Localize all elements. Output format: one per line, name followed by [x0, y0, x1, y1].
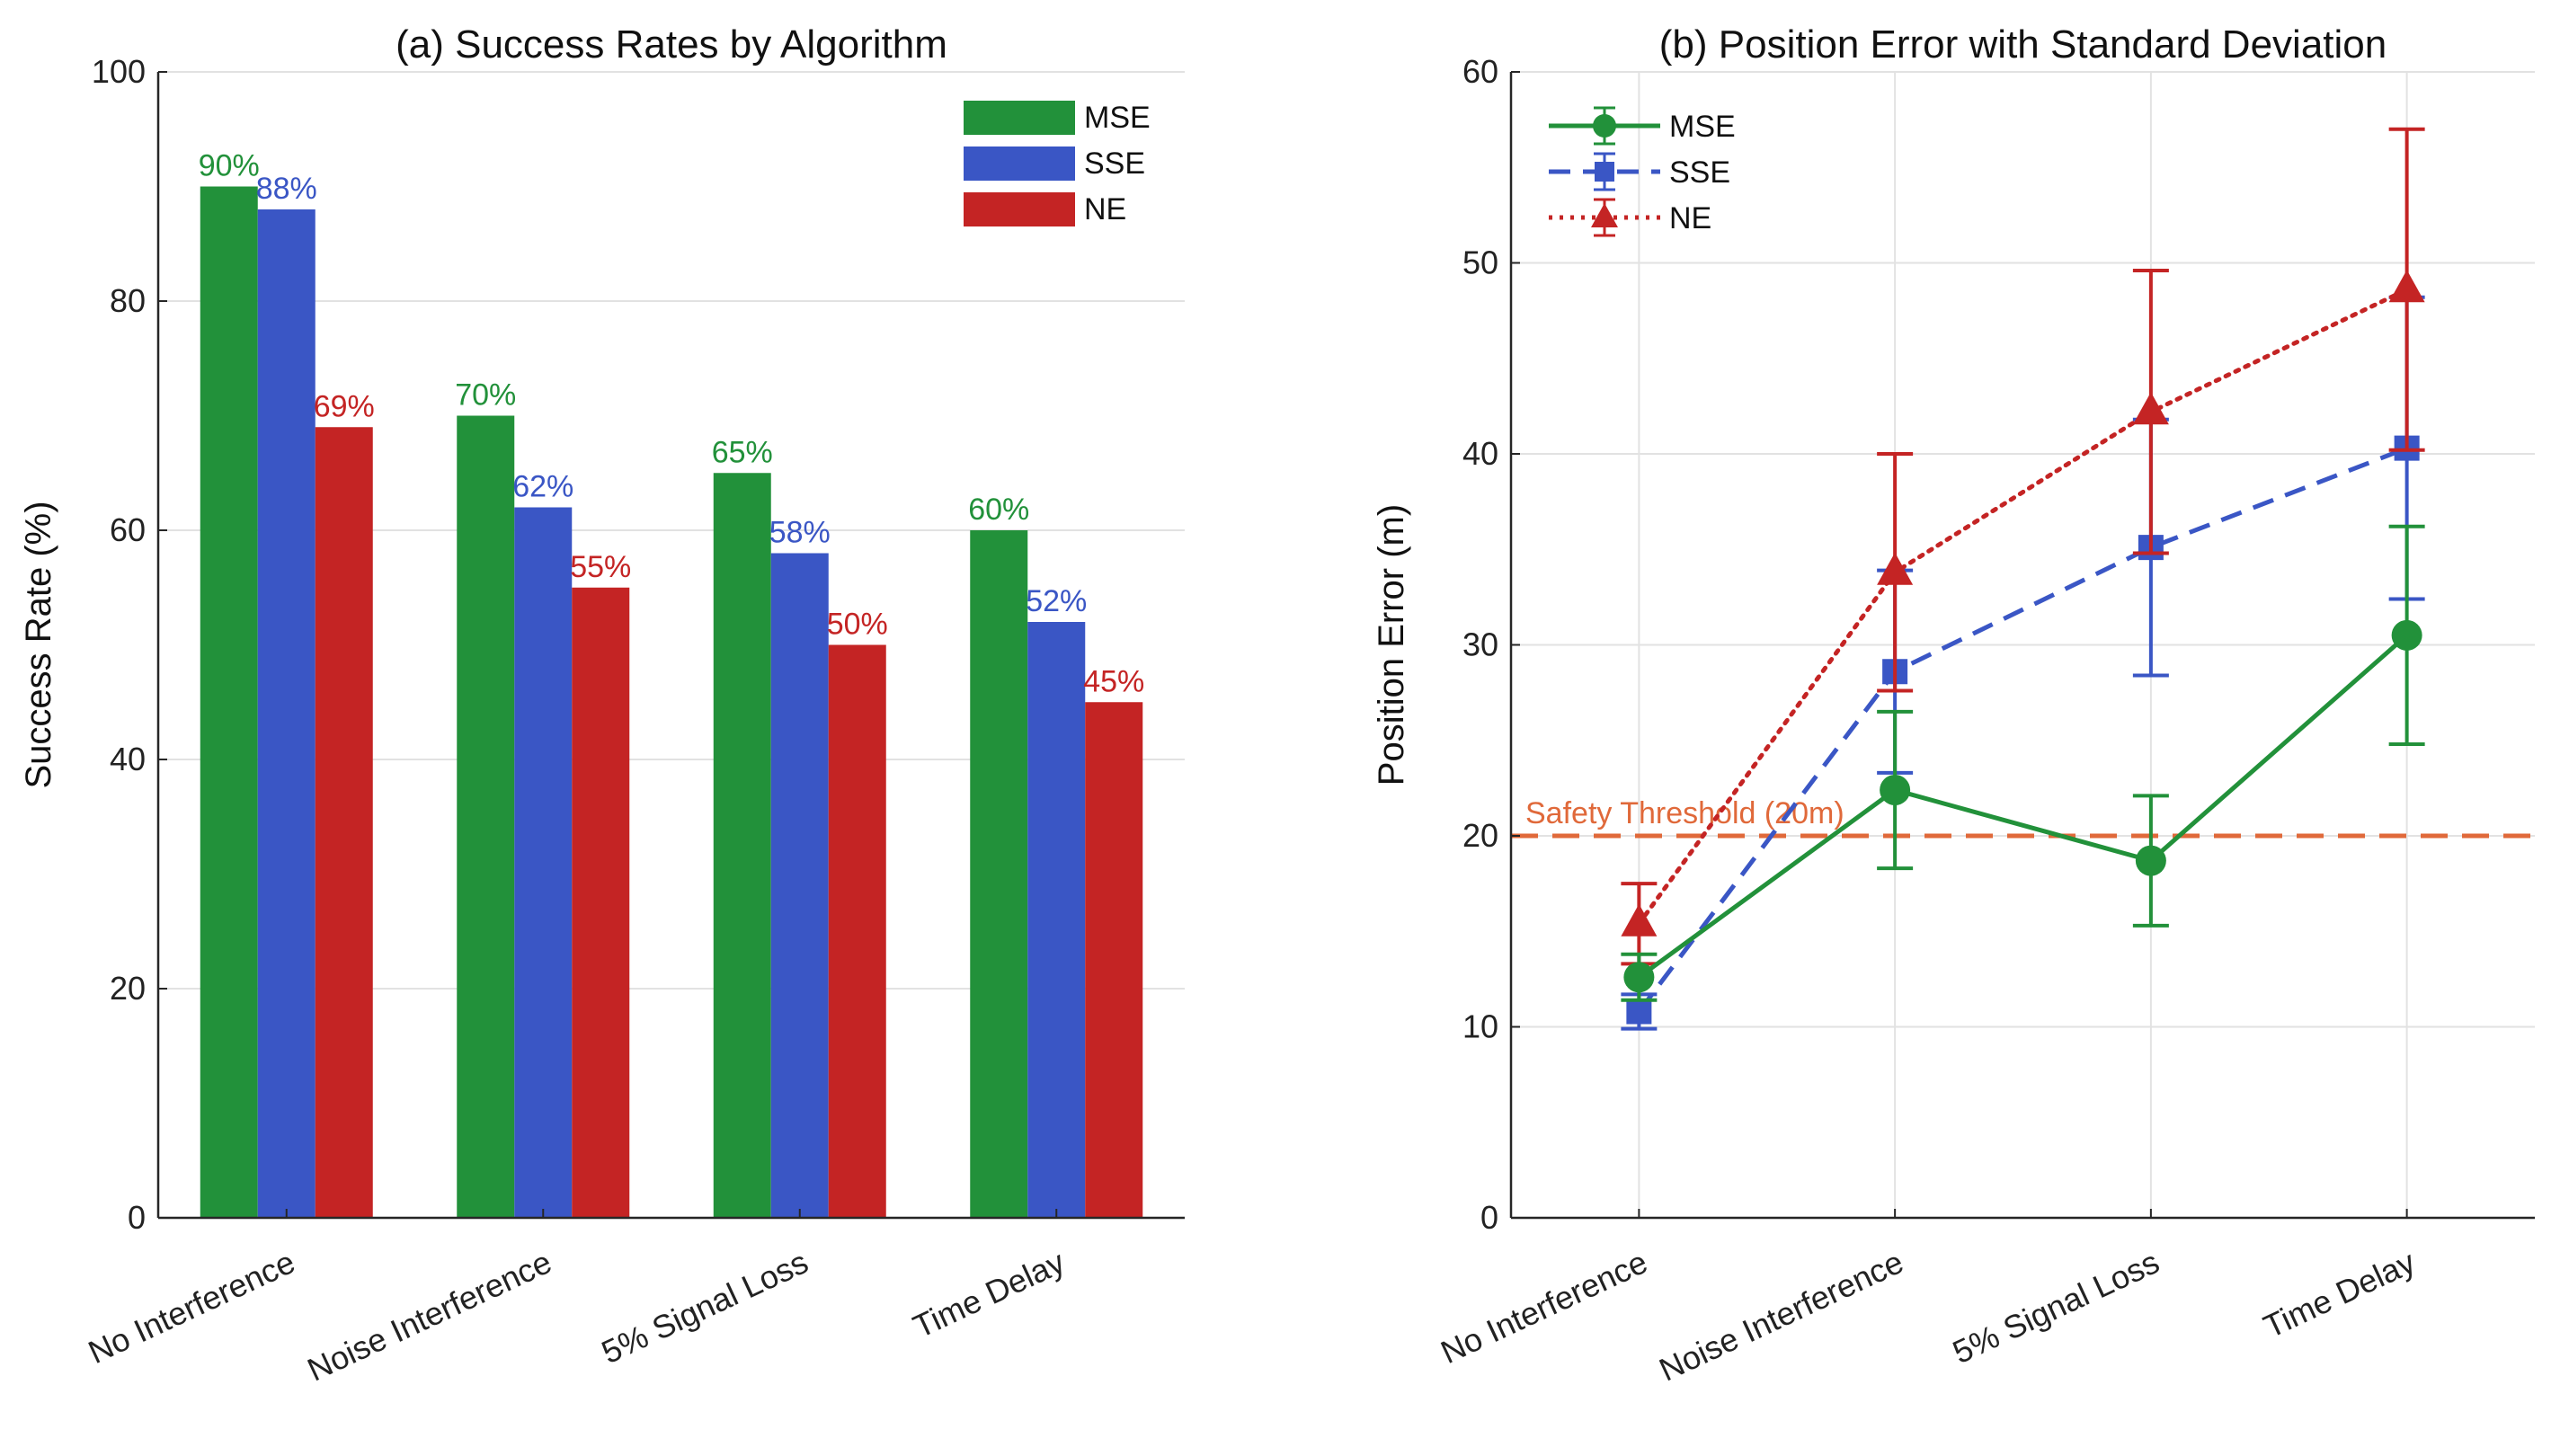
bar-mse: [200, 186, 258, 1218]
legend-label: NE: [1084, 192, 1126, 226]
legend-label: MSE: [1084, 101, 1151, 135]
y-tick-label: 30: [1462, 626, 1498, 663]
bar-value-label: 70%: [455, 378, 516, 413]
data-point: [2388, 270, 2425, 303]
legend-label: NE: [1669, 201, 1711, 235]
legend-swatch-sse: [964, 146, 1075, 181]
chart-title: (b) Position Error with Standard Deviati…: [1659, 22, 2387, 67]
bar-value-label: 90%: [199, 149, 260, 183]
legend-label: SSE: [1669, 155, 1730, 190]
data-point: [1623, 962, 1655, 993]
bar-mse: [457, 415, 515, 1218]
x-tick-label: Noise Interference: [1654, 1243, 1909, 1388]
series-line-mse: [1637, 633, 2409, 980]
y-tick-label: 100: [92, 53, 146, 90]
y-tick-label: 10: [1462, 1008, 1498, 1045]
series-line-ne: [1636, 287, 2410, 927]
y-tick-label: 0: [128, 1199, 146, 1236]
bar-value-label: 62%: [512, 470, 573, 504]
x-tick-label: 5% Signal Loss: [596, 1243, 813, 1371]
bar-value-label: 69%: [314, 389, 375, 423]
bar-ne: [572, 587, 630, 1218]
data-point: [1877, 552, 1914, 585]
legend: MSE SSE NE: [964, 101, 1151, 226]
x-tick-label: Time Delay: [908, 1243, 1071, 1345]
line-series-mse: [1621, 524, 2425, 1002]
y-tick-label: 60: [110, 511, 146, 548]
bar-sse: [1027, 622, 1086, 1218]
bar-mse: [713, 473, 771, 1218]
bar-value-label: 45%: [1083, 664, 1144, 698]
y-tick-label: 80: [110, 282, 146, 319]
bar-ne: [1085, 702, 1143, 1218]
legend-swatch-mse: [964, 101, 1075, 135]
y-tick-label: 40: [1462, 435, 1498, 472]
bar-value-label: 55%: [570, 550, 631, 584]
legend-marker: [1593, 114, 1616, 138]
bar-series-group: 90% 70% 65% 60% 88% 62% 58% 52% 69% 55% 50% 45%: [199, 149, 1144, 1218]
y-tick-label: 50: [1462, 244, 1498, 281]
bar-mse: [970, 530, 1028, 1218]
legend: MSE SSE NE: [1549, 106, 1736, 237]
line-series-ne: [1621, 127, 2425, 966]
x-tick-label: 5% Signal Loss: [1947, 1243, 2164, 1371]
legend-label: SSE: [1084, 146, 1145, 181]
legend-swatch-ne: [964, 192, 1075, 226]
y-tick-label: 60: [1462, 53, 1498, 90]
x-tick-label: Time Delay: [2258, 1243, 2421, 1345]
series-line-sse: [1637, 446, 2408, 1014]
data-point: [2132, 392, 2169, 425]
line-series-sse: [1621, 295, 2425, 1031]
data-point: [1880, 775, 1911, 805]
bar-value-label: 58%: [769, 516, 831, 550]
y-axis-label: Success Rate (%): [19, 501, 58, 788]
bar-sse: [770, 553, 829, 1218]
data-point: [1626, 999, 1652, 1025]
data-point: [2135, 845, 2166, 876]
y-tick-label: 20: [110, 970, 146, 1007]
y-tick-label: 20: [1462, 817, 1498, 854]
legend-marker: [1595, 162, 1614, 182]
bar-ne: [315, 427, 373, 1218]
bar-value-label: 65%: [712, 435, 773, 469]
bar-value-label: 52%: [1026, 584, 1087, 618]
x-tick-label: No Interference: [83, 1243, 300, 1371]
data-point: [2391, 619, 2422, 651]
y-tick-label: 0: [1480, 1199, 1498, 1236]
legend-label: MSE: [1669, 110, 1736, 144]
y-axis-label: Position Error (m): [1372, 504, 1411, 786]
chart-title: (a) Success Rates by Algorithm: [396, 22, 947, 67]
bar-ne: [828, 644, 886, 1218]
threshold-label: Safety Threshold (20m): [1525, 796, 1844, 830]
data-point: [1621, 903, 1658, 937]
bar-value-label: 50%: [827, 608, 888, 642]
bar-value-label: 88%: [256, 172, 317, 206]
x-tick-label: Noise Interference: [302, 1243, 557, 1388]
bar-sse: [257, 209, 316, 1218]
x-tick-label: No Interference: [1436, 1243, 1653, 1371]
legend-marker: [1591, 203, 1618, 227]
chart-1: Safety Threshold (20m) 0 10 20 30 40 50 60 No In…: [1372, 22, 2535, 1389]
bar-sse: [514, 507, 573, 1218]
chart-0: 90% 70% 65% 60% 88% 62% 58% 52% 69% 55% 50% 45% 0 20 4…: [19, 22, 1185, 1389]
bar-value-label: 60%: [968, 493, 1029, 527]
y-tick-label: 40: [110, 741, 146, 777]
